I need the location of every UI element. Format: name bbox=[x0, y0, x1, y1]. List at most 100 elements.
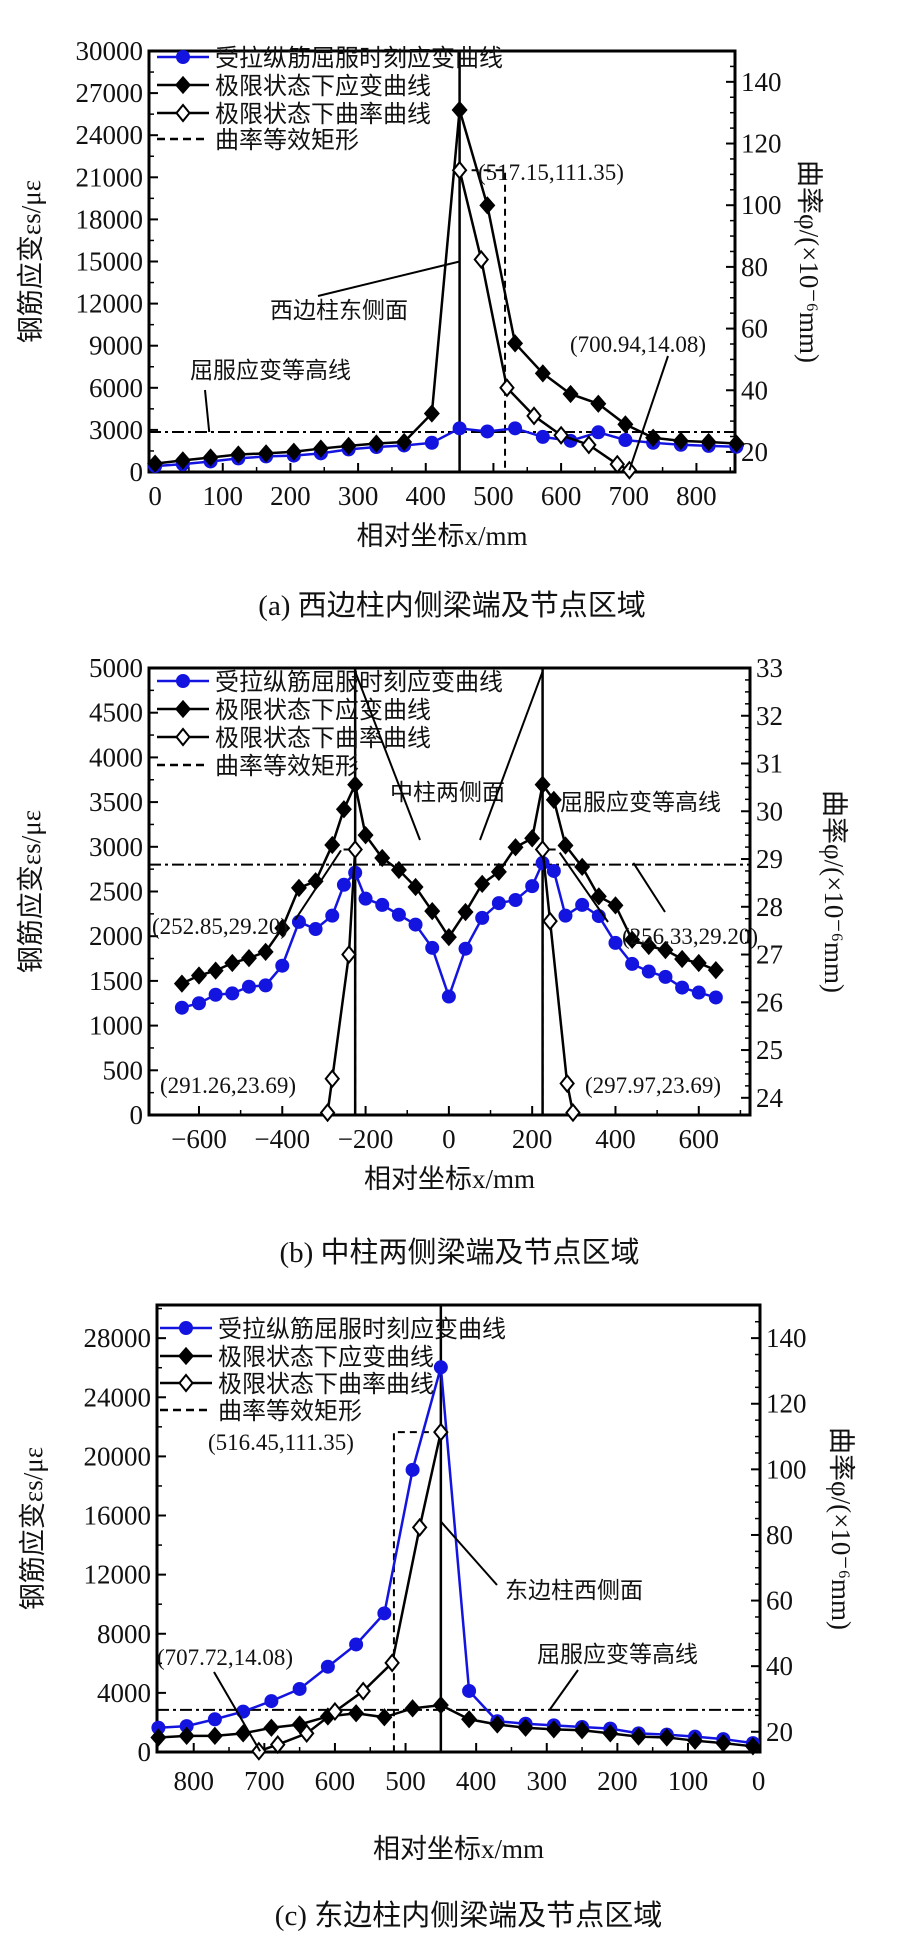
data-point-diamond-open bbox=[609, 454, 626, 474]
legend-label: 曲率等效矩形 bbox=[218, 1398, 362, 1425]
data-point-circle bbox=[325, 908, 340, 923]
y-tick-label: 24000 bbox=[76, 120, 144, 150]
data-point-diamond-filled bbox=[451, 100, 468, 120]
y-right-tick-label: 24 bbox=[756, 1083, 784, 1113]
data-point-diamond-filled bbox=[340, 436, 357, 456]
y-tick-label: 4000 bbox=[97, 1678, 151, 1708]
annotation-label: 西边柱东侧面 bbox=[270, 298, 408, 323]
data-point-circle bbox=[320, 1659, 335, 1674]
y-tick-label: 1000 bbox=[89, 1011, 143, 1041]
y-tick-label: 9000 bbox=[89, 331, 143, 361]
data-point-circle bbox=[608, 935, 623, 950]
y-right-tick-label: 31 bbox=[756, 749, 783, 779]
annotation-leader-line bbox=[479, 671, 544, 841]
y-tick-label: 6000 bbox=[89, 373, 143, 403]
y-right-tick-label: 25 bbox=[756, 1035, 783, 1065]
data-point-diamond-filled bbox=[562, 384, 579, 404]
data-point-diamond-open bbox=[499, 378, 515, 398]
figure-caption: (c) 东边柱内侧梁端及节点区域 bbox=[275, 1899, 662, 1932]
data-point-diamond-filled bbox=[432, 1696, 449, 1715]
data-point-diamond-filled bbox=[507, 838, 524, 857]
y-axis-title: 钢筋应变εs/με bbox=[16, 180, 46, 343]
data-point-diamond-open bbox=[355, 1681, 371, 1701]
legend-label: 极限状态下曲率曲线 bbox=[215, 725, 431, 752]
y-right-tick-label: 60 bbox=[766, 1586, 793, 1616]
data-point-circle bbox=[349, 1637, 364, 1652]
data-point-circle bbox=[375, 897, 390, 912]
data-point-diamond-filled bbox=[374, 848, 391, 868]
data-point-circle bbox=[391, 907, 406, 922]
legend-label: 极限状态下应变曲线 bbox=[215, 73, 431, 100]
data-point-diamond-filled bbox=[524, 829, 541, 848]
data-point-diamond-filled bbox=[335, 800, 352, 819]
annotation-leader-line bbox=[632, 862, 666, 913]
x-tick-label: 800 bbox=[173, 1766, 214, 1796]
annotation-label: (516.45,111.35) bbox=[208, 1430, 354, 1455]
y-right-tick-label: 100 bbox=[766, 1454, 807, 1484]
data-point-diamond-filled bbox=[207, 961, 224, 980]
data-point-circle bbox=[291, 914, 306, 929]
chart-a: 0 100 200 300 400 500 600 700 800 0 3000 6000 9000 12… bbox=[16, 36, 824, 622]
data-point-circle bbox=[425, 940, 440, 955]
y-tick-label: 8000 bbox=[97, 1619, 151, 1649]
data-point-circle bbox=[575, 897, 590, 912]
data-point-diamond-filled bbox=[645, 428, 662, 447]
y-tick-label: 0 bbox=[130, 1100, 144, 1130]
series-line bbox=[158, 1703, 754, 1748]
y-right-tick-label: 40 bbox=[766, 1651, 793, 1681]
data-point-diamond-open bbox=[269, 1735, 286, 1755]
y-axis-title: 钢筋应变εs/με bbox=[18, 1447, 48, 1610]
annotation-label: 东边柱西侧面 bbox=[505, 1578, 643, 1603]
data-point-circle bbox=[258, 978, 273, 993]
x-tick-label: 600 bbox=[315, 1766, 356, 1796]
y-tick-label: 18000 bbox=[76, 204, 144, 234]
x-axis-title: 相对坐标x/mm bbox=[373, 1834, 544, 1864]
data-point-circle bbox=[558, 908, 573, 923]
y-tick-label: 24000 bbox=[84, 1382, 152, 1412]
y-right-tick-label: 27 bbox=[756, 940, 783, 970]
data-point-diamond-filled bbox=[390, 860, 407, 880]
y-tick-label: 16000 bbox=[84, 1501, 152, 1531]
annotation-label: 中柱两侧面 bbox=[390, 780, 505, 805]
data-point-diamond-filled bbox=[230, 445, 247, 464]
y-tick-label: 3500 bbox=[89, 787, 143, 817]
data-point-diamond-filled bbox=[640, 936, 657, 956]
data-point-diamond-filled bbox=[574, 857, 591, 877]
y-tick-label: 12000 bbox=[76, 289, 144, 319]
annotation-leader-line bbox=[558, 852, 609, 923]
data-point-diamond-filled bbox=[479, 196, 496, 215]
data-point-diamond-open bbox=[473, 249, 490, 270]
data-point-diamond-filled bbox=[202, 448, 219, 467]
data-point-circle bbox=[491, 896, 506, 911]
plot-frame bbox=[155, 1303, 762, 1754]
data-point-diamond-open bbox=[433, 1422, 449, 1442]
x-tick-label: 0 bbox=[752, 1766, 766, 1796]
data-point-circle bbox=[225, 986, 240, 1001]
annotation-leader-line bbox=[294, 849, 342, 921]
data-point-diamond-filled bbox=[258, 444, 275, 463]
data-point-diamond-filled bbox=[290, 878, 307, 898]
annotation-label: (252.85,29.20) bbox=[152, 914, 288, 939]
data-point-diamond-filled bbox=[424, 902, 441, 921]
data-point-diamond-filled bbox=[534, 775, 551, 794]
annotation-label: (707.72,14.08) bbox=[157, 1645, 293, 1670]
x-tick-label: 100 bbox=[203, 481, 244, 511]
data-point-circle bbox=[441, 989, 456, 1004]
x-tick-label: 200 bbox=[597, 1766, 638, 1796]
data-point-circle bbox=[191, 996, 206, 1011]
x-tick-label: −400 bbox=[254, 1124, 310, 1154]
data-point-circle bbox=[176, 674, 190, 688]
data-point-diamond-filled bbox=[396, 432, 413, 452]
data-point-diamond-filled bbox=[257, 942, 274, 961]
x-tick-label: 200 bbox=[512, 1124, 553, 1154]
data-point-diamond-filled bbox=[263, 1718, 280, 1737]
data-point-diamond-filled bbox=[174, 451, 191, 470]
data-point-diamond-filled bbox=[490, 862, 507, 881]
annotation-label: (700.94,14.08) bbox=[570, 332, 706, 357]
y-tick-label: 2500 bbox=[89, 877, 143, 907]
data-point-diamond-filled bbox=[368, 434, 385, 453]
data-point-diamond-filled bbox=[687, 1731, 704, 1750]
legend-label: 受拉纵筋屈服时刻应变曲线 bbox=[218, 1316, 506, 1343]
y-right-tick-label: 28 bbox=[756, 892, 783, 922]
data-point-diamond-open bbox=[411, 1517, 428, 1538]
